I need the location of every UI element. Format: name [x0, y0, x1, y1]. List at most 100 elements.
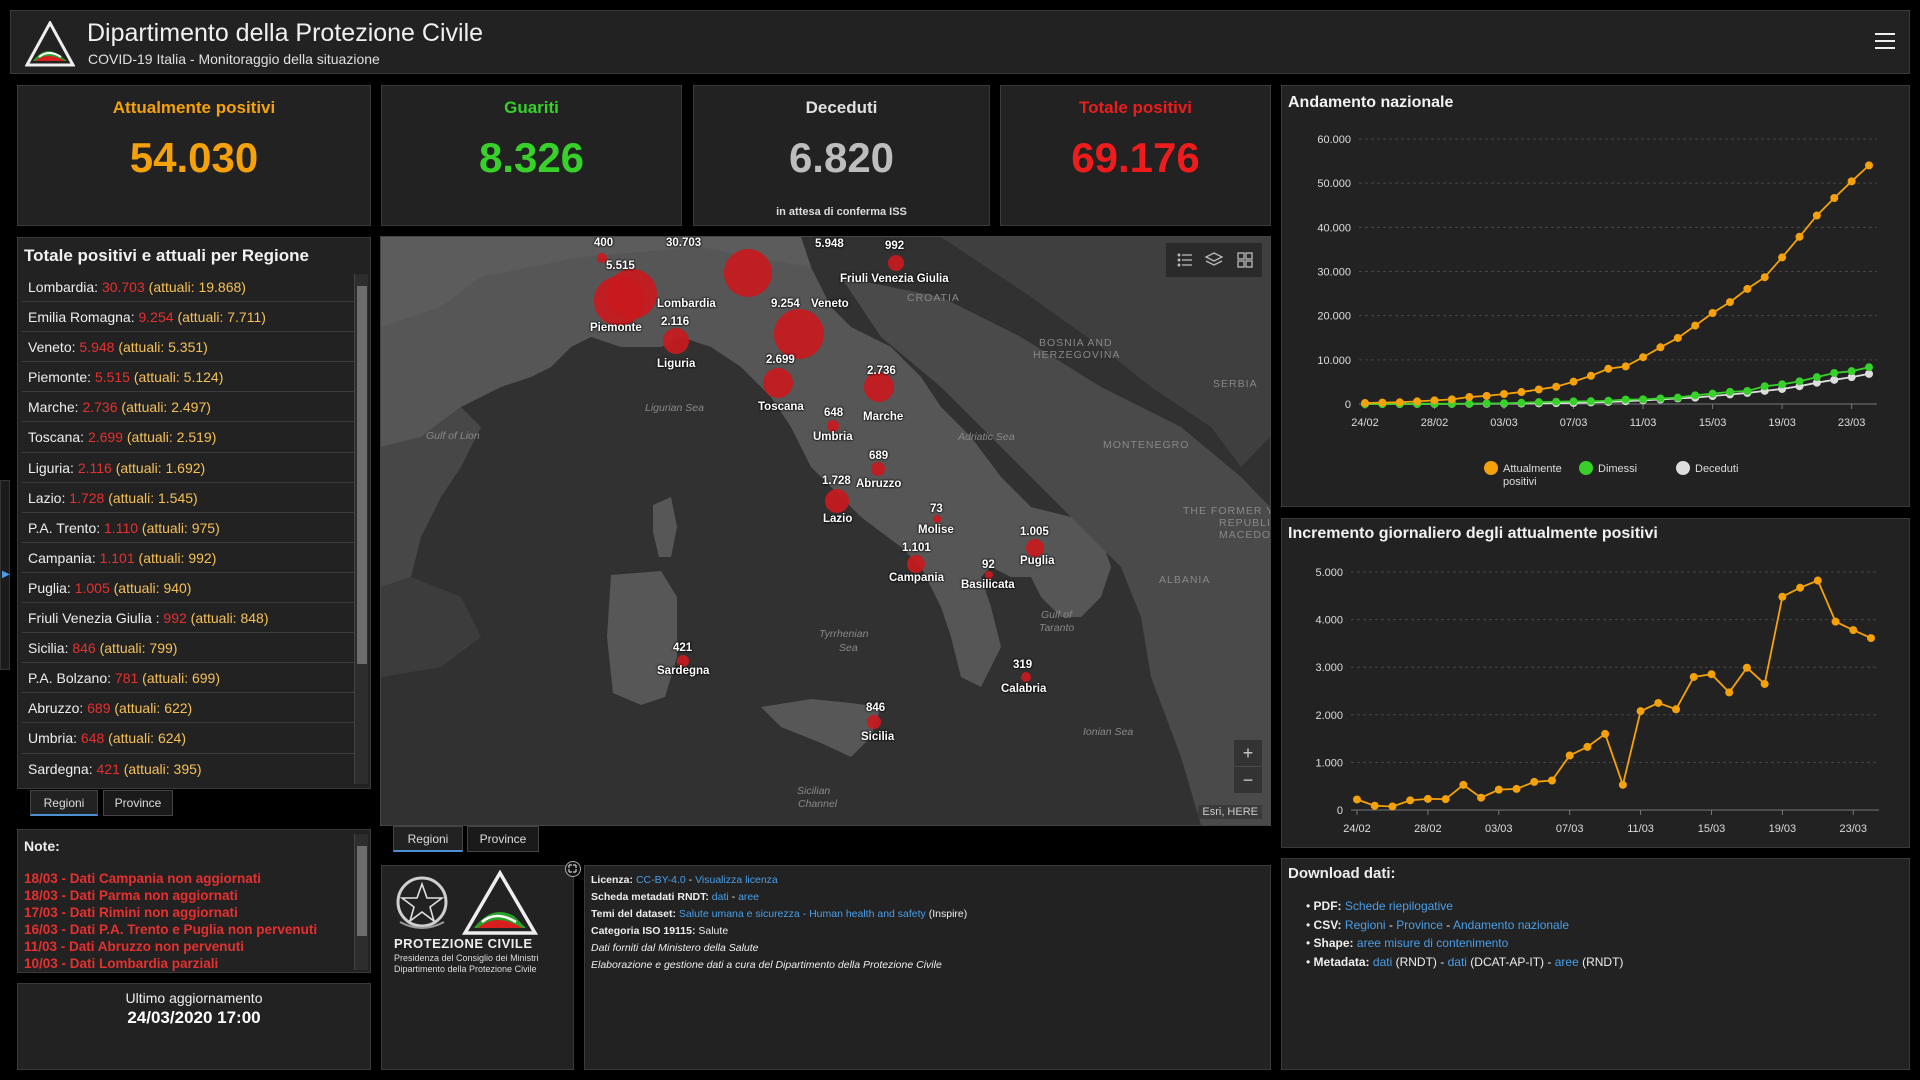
region-row[interactable]: P.A. Bolzano: 781 (attuali: 699)	[22, 663, 356, 694]
map-marker[interactable]	[724, 249, 772, 297]
notes-scrollbar[interactable]	[354, 834, 368, 970]
map-marker[interactable]	[864, 372, 894, 402]
y-tick-label: 1.000	[1315, 757, 1343, 769]
y-tick-label: 60.000	[1317, 134, 1351, 146]
region-row[interactable]: Piemonte: 5.515 (attuali: 5.124)	[22, 362, 356, 393]
stat-label: Totale positivi	[1078, 98, 1193, 117]
region-total: 1.005	[74, 579, 110, 596]
map-marker[interactable]	[774, 309, 824, 359]
region-row[interactable]: Veneto: 5.948 (attuali: 5.351)	[22, 332, 356, 363]
license-link[interactable]: CC-BY-4.0	[635, 874, 686, 886]
data-point	[1378, 398, 1387, 407]
meta-dati-dcat-link[interactable]: dati	[1447, 954, 1467, 969]
y-tick-label: 10.000	[1317, 355, 1351, 367]
region-row[interactable]: Umbria: 648 (attuali: 624)	[22, 723, 356, 754]
side-collapse-handle[interactable]: ▶	[0, 480, 10, 670]
region-row[interactable]: Campania: 1.101 (attuali: 992)	[22, 543, 356, 573]
map-marker[interactable]	[1026, 539, 1044, 557]
layers-icon	[1204, 252, 1224, 266]
map-marker[interactable]	[825, 489, 849, 513]
themes-link[interactable]: Salute umana e sicurezza - Human health …	[678, 908, 926, 920]
chart-title: Andamento nazionale	[1288, 94, 1454, 111]
region-row[interactable]: Lazio: 1.728 (attuali: 1.545)	[22, 483, 356, 513]
region-row[interactable]: Liguria: 2.116 (attuali: 1.692)	[22, 453, 356, 483]
map-marker-value: 992	[885, 240, 905, 252]
map[interactable]: CROATIA BOSNIA AND HERZEGOVINA SERBIA MO…	[381, 237, 1270, 825]
downloads-title: Download dati:	[1288, 865, 1396, 882]
separator: -	[1442, 917, 1453, 932]
scrollbar-thumb[interactable]	[357, 286, 367, 664]
region-attuali: (attuali: 975)	[141, 519, 220, 536]
zoom-in-button[interactable]: +	[1234, 740, 1262, 766]
metadata-aree-link[interactable]: aree	[738, 891, 760, 903]
region-row[interactable]: Emilia Romagna: 9.254 (attuali: 7.711)	[22, 302, 356, 333]
map-marker[interactable]	[827, 420, 839, 432]
data-point	[1778, 253, 1787, 262]
data-point	[1656, 394, 1665, 403]
map-marker[interactable]	[985, 571, 993, 579]
map-marker[interactable]	[594, 276, 644, 326]
map-marker[interactable]	[1021, 672, 1031, 682]
map-tab-regioni[interactable]: Regioni	[393, 826, 463, 852]
regions-list[interactable]: Lombardia: 30.703 (attuali: 19.868) Emili…	[22, 272, 356, 780]
region-name: Sicilia:	[28, 640, 69, 657]
map-marker[interactable]	[677, 655, 689, 667]
map-marker[interactable]	[763, 368, 793, 398]
info-source: Dati forniti dal Ministero della Salute	[591, 942, 759, 954]
chart-andamento-panel: Andamento nazionale 0 10.000 20.000 30.000 4…	[1281, 85, 1910, 507]
map-marker-value: 30.703	[666, 237, 702, 249]
data-point	[1708, 309, 1717, 318]
meta-dati-rndt-link[interactable]: dati	[1372, 954, 1393, 969]
region-total: 992	[163, 610, 187, 627]
info-label: Licenza:	[591, 874, 634, 886]
region-row[interactable]: Toscana: 2.699 (attuali: 2.519)	[22, 422, 356, 453]
data-point	[1813, 576, 1822, 585]
legend-label: Dimessi	[1598, 463, 1637, 475]
x-tick-label: 28/02	[1414, 823, 1442, 835]
metadata-dati-link[interactable]: dati	[711, 891, 729, 903]
note-item: 11/03 - Dati Abruzzo non pervenuti	[24, 939, 245, 954]
shape-link[interactable]: aree misure di contenimento	[1356, 936, 1509, 950]
view-license-link[interactable]: Visualizza licenza	[695, 874, 778, 886]
map-marker[interactable]	[907, 555, 925, 573]
map-tab-province[interactable]: Province	[467, 826, 539, 852]
region-row[interactable]: Puglia: 1.005 (attuali: 940)	[22, 573, 356, 604]
data-point	[1482, 391, 1491, 400]
zoom-out-button[interactable]: −	[1234, 767, 1262, 793]
map-marker[interactable]	[663, 328, 689, 354]
map-marker[interactable]	[867, 715, 881, 729]
map-marker[interactable]	[597, 253, 607, 263]
csv-andamento-link[interactable]: Andamento nazionale	[1452, 917, 1570, 932]
legend-label: Attualmente	[1503, 463, 1562, 475]
pdf-link[interactable]: Schede riepilogative	[1344, 899, 1453, 913]
region-row[interactable]: Sardegna: 421 (attuali: 395)	[22, 754, 356, 781]
map-place-label: MACEDO	[1219, 529, 1270, 541]
region-row[interactable]: Lombardia: 30.703 (attuali: 19.868)	[22, 272, 356, 303]
menu-icon[interactable]	[1875, 33, 1895, 51]
region-row[interactable]: Friuli Venezia Giulia : 992 (attuali: 84…	[22, 603, 356, 634]
map-marker[interactable]	[933, 515, 941, 523]
map-marker-value: 400	[594, 237, 614, 249]
meta-aree-link[interactable]: aree	[1554, 954, 1579, 969]
region-row[interactable]: Sicilia: 846 (attuali: 799)	[22, 633, 356, 664]
expand-icon[interactable]	[565, 861, 581, 877]
region-row[interactable]: Abruzzo: 689 (attuali: 622)	[22, 693, 356, 724]
map-toolbar	[1166, 243, 1262, 277]
region-row[interactable]: P.A. Trento: 1.110 (attuali: 975)	[22, 513, 356, 543]
data-point	[1586, 397, 1595, 406]
map-marker[interactable]	[888, 255, 904, 271]
map-place-label: Gulf of Lion	[426, 430, 480, 442]
region-total: 30.703	[101, 279, 145, 295]
map-marker-value: 1.005	[1020, 526, 1049, 538]
data-point	[1430, 396, 1439, 405]
region-row[interactable]: Marche: 2.736 (attuali: 2.497)	[22, 392, 356, 423]
csv-regioni-link[interactable]: Regioni	[1344, 917, 1386, 932]
tab-regioni[interactable]: Regioni	[30, 790, 98, 816]
scrollbar-thumb[interactable]	[357, 846, 367, 936]
tab-province[interactable]: Province	[103, 790, 173, 816]
data-point	[1830, 368, 1839, 377]
map-marker[interactable]	[871, 462, 885, 476]
data-point	[1353, 795, 1361, 804]
csv-province-link[interactable]: Province	[1396, 917, 1443, 932]
regions-scrollbar[interactable]	[354, 274, 368, 784]
